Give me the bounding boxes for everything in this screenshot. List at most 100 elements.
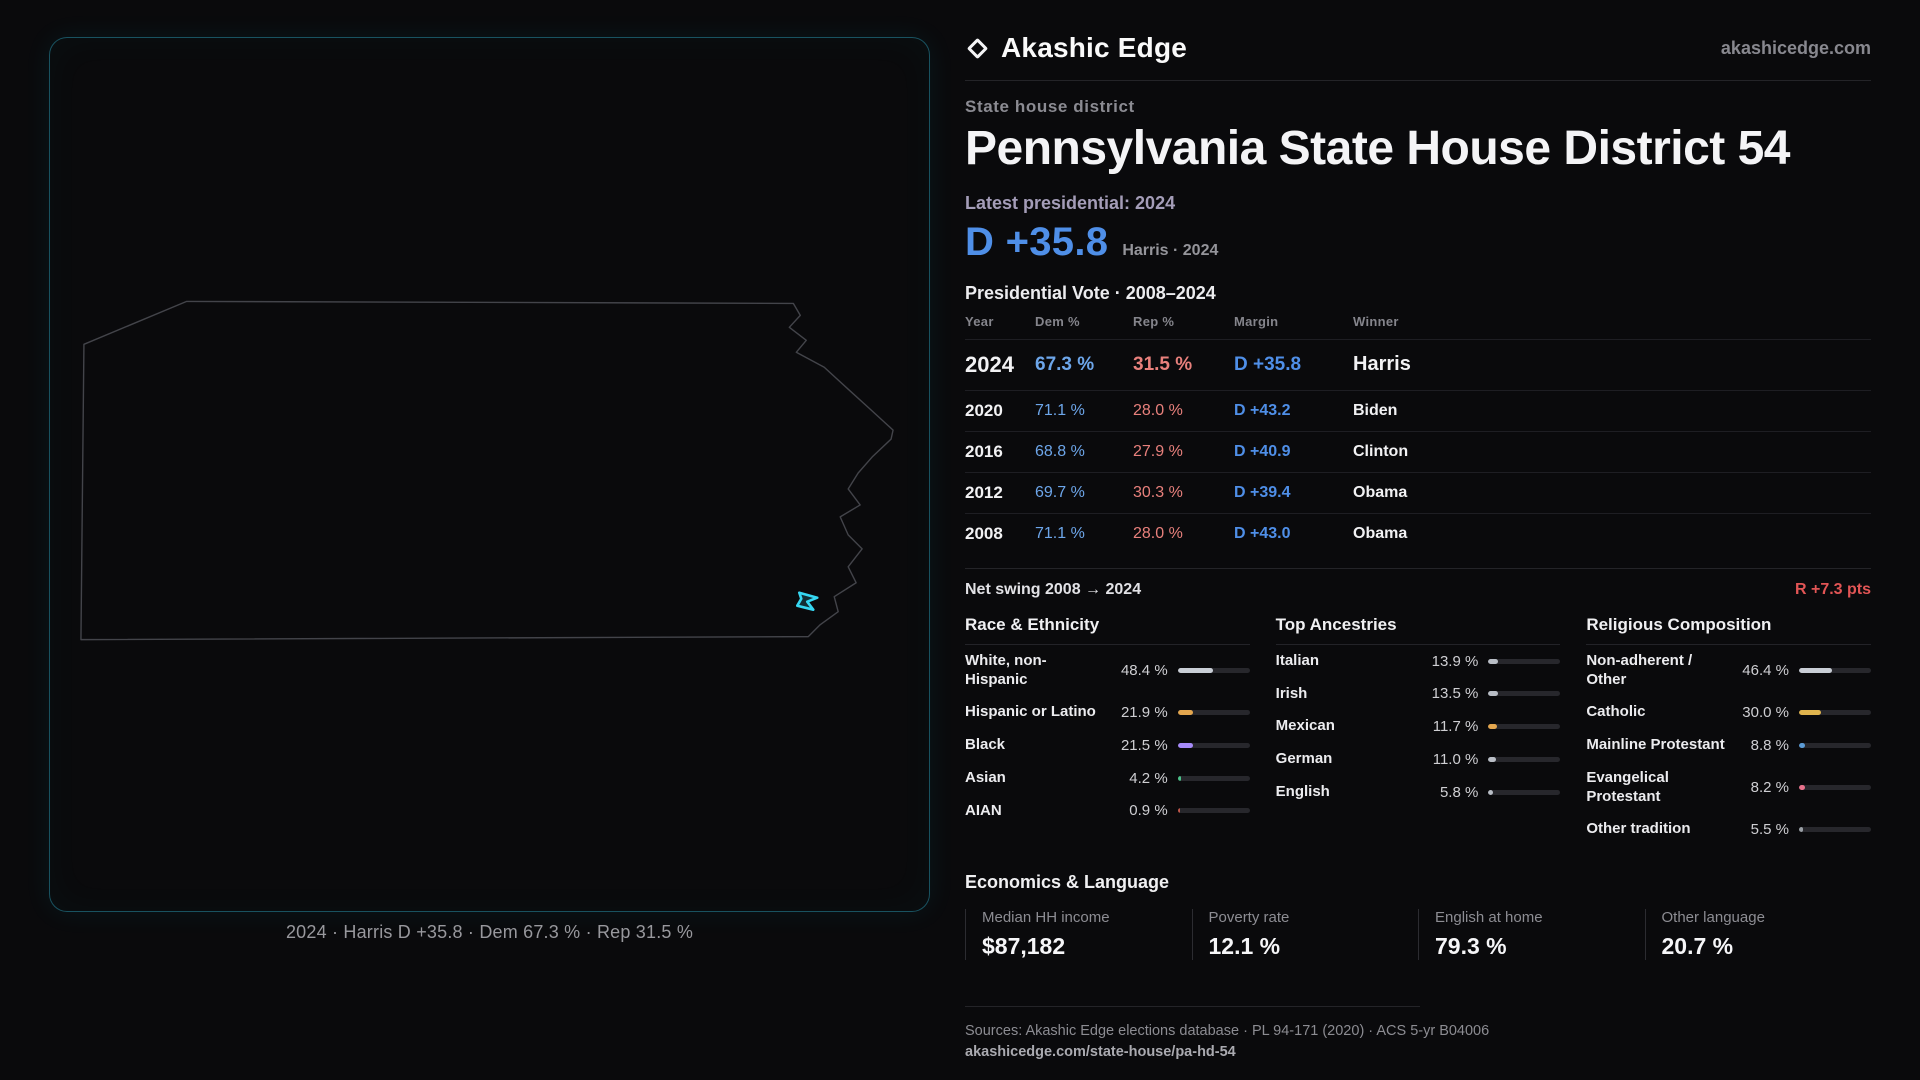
margin-caption: Harris · 2024 [1122,241,1219,259]
demo-label: English [1275,782,1330,800]
cell-winner: Obama [1353,524,1408,542]
cell-year: 2024 [965,351,1014,377]
vote-table-body: 2024 67.3 % 31.5 % D +35.8 Harris 2020 71.1 % 2… [965,338,1871,554]
col-dem: Dem % [1035,313,1080,329]
demo-value: 48.4 % [1120,662,1168,680]
demo-bar [1798,668,1871,674]
demo-row: Asian 4.2 % [965,762,1250,795]
vote-table-header: Year Dem % Rep % Margin Winner [965,314,1871,339]
cell-dem-pct: 67.3 % [1035,353,1095,375]
demo-label: White, non-Hispanic [965,651,1047,688]
demo-bar [1177,808,1250,814]
economics-stats: Median HH income $87,182 Poverty rate 12.1 … [965,909,1871,961]
demo-row: Irish 13.5 % [1276,678,1561,711]
brand-domain-link[interactable]: akashicedge.com [1720,37,1871,58]
demo-label: Evangelical Protestant [1586,768,1669,805]
demo-bar [1798,827,1871,833]
latest-presidential-label: Latest presidential: 2024 [965,192,1176,213]
demo-value: 5.8 % [1439,783,1479,801]
cell-rep-pct: 28.0 % [1133,524,1183,542]
vote-table-row: 2008 71.1 % 28.0 % D +43.0 Obama [965,512,1871,554]
demo-row: Non-adherent / Other 46.4 % [1586,645,1871,697]
demo-bar [1488,756,1561,762]
stat-label: Poverty rate [1208,909,1290,927]
demo-bar [1798,742,1871,748]
demo-value: 11.7 % [1432,718,1479,736]
cell-winner: Obama [1353,483,1408,501]
demo-value: 11.0 % [1432,750,1479,768]
demo-bar [1488,691,1561,697]
demo-row: Catholic 30.0 % [1586,696,1871,729]
cell-dem-pct: 69.7 % [1035,483,1085,501]
cell-year: 2012 [965,482,1003,502]
state-outline [80,300,894,641]
demo-bar [1177,775,1250,781]
cell-rep-pct: 27.9 % [1133,442,1183,460]
cell-dem-pct: 68.8 % [1035,442,1085,460]
demo-label: German [1275,750,1333,768]
stat-cell: Poverty rate 12.1 % [1191,909,1419,961]
demo-row: Mainline Protestant 8.8 % [1586,729,1871,762]
demo-section-title: Race & Ethnicity [965,615,1250,645]
demo-bar [1798,785,1871,791]
district-54-shape[interactable] [795,591,819,611]
demo-value: 8.8 % [1750,736,1789,754]
cell-rep-pct: 31.5 % [1133,353,1193,375]
footer-divider [965,1006,1420,1008]
margin-value: D +35.8 [965,219,1109,264]
economics-title: Economics & Language [965,872,1170,893]
demo-value: 30.0 % [1742,704,1789,722]
brand-row: Akashic Edge akashicedge.com [965,30,1871,66]
report-panel: Akashic Edge akashicedge.com State house… [965,30,1871,1060]
col-winner: Winner [1353,313,1399,329]
net-swing-label: Net swing 2008 → 2024 [965,580,1142,598]
demo-row: English 5.8 % [1276,776,1561,809]
net-swing-value: R +7.3 pts [1794,580,1871,598]
demo-value: 4.2 % [1129,769,1168,787]
race-ethnicity-section: Race & Ethnicity White, non-Hispanic 48.4… [965,615,1250,828]
demo-row: German 11.0 % [1276,743,1561,776]
demo-label: Mexican [1275,717,1335,735]
demo-label: Asian [965,768,1006,786]
demo-value: 13.9 % [1431,652,1479,670]
map-caption: 2024 · Harris D +35.8 · Dem 67.3 % · Rep… [285,922,694,942]
cell-year: 2016 [965,441,1003,461]
demo-list: Non-adherent / Other 46.4 % Catholic 30.0 %… [1586,645,1871,846]
demo-row: Other tradition 5.5 % [1586,813,1871,846]
demo-row: White, non-Hispanic 48.4 % [965,645,1250,697]
sources-text: Sources: Akashic Edge elections database… [965,1023,1490,1040]
demo-label: Hispanic or Latino [965,703,1096,721]
demo-value: 21.5 % [1120,736,1168,754]
permalink-link[interactable]: akashicedge.com/state-house/pa-hd-54 [965,1044,1236,1061]
demo-row: Hispanic or Latino 21.9 % [965,696,1250,729]
demo-row: Black 21.5 % [965,729,1250,762]
stat-value: $87,182 [982,933,1066,960]
vote-table-row: 2012 69.7 % 30.3 % D +39.4 Obama [965,471,1871,513]
brand-name: Akashic Edge [1001,32,1188,63]
demo-bar [1798,710,1871,716]
demo-label: Catholic [1586,703,1646,721]
demo-label: Other tradition [1586,820,1691,838]
stat-value: 20.7 % [1661,933,1734,960]
religious-composition-section: Religious Composition Non-adherent / Oth… [1586,615,1871,846]
margin-row: D +35.8 Harris · 2024 [965,220,1871,265]
demo-bar [1488,789,1561,795]
demo-row: Evangelical Protestant 8.2 % [1586,762,1871,814]
demo-bar [1177,742,1250,748]
cell-winner: Biden [1353,401,1398,419]
demo-section-title: Religious Composition [1586,615,1871,645]
demo-value: 21.9 % [1120,704,1168,722]
demo-bar [1488,658,1561,664]
cell-dem-pct: 71.1 % [1035,401,1085,419]
demo-label: Irish [1275,684,1308,702]
demo-label: Italian [1275,651,1320,669]
demo-label: Mainline Protestant [1586,736,1725,754]
vote-table-row: 2024 67.3 % 31.5 % D +35.8 Harris [965,338,1871,390]
page-title: Pennsylvania State House District 54 [965,122,1791,175]
cell-year: 2020 [965,400,1003,420]
cell-rep-pct: 30.3 % [1133,483,1183,501]
stat-value: 12.1 % [1208,933,1281,960]
stat-label: English at home [1435,909,1543,927]
vote-table-row: 2020 71.1 % 28.0 % D +43.2 Biden [965,389,1871,431]
diamond-logo-icon [966,37,989,59]
